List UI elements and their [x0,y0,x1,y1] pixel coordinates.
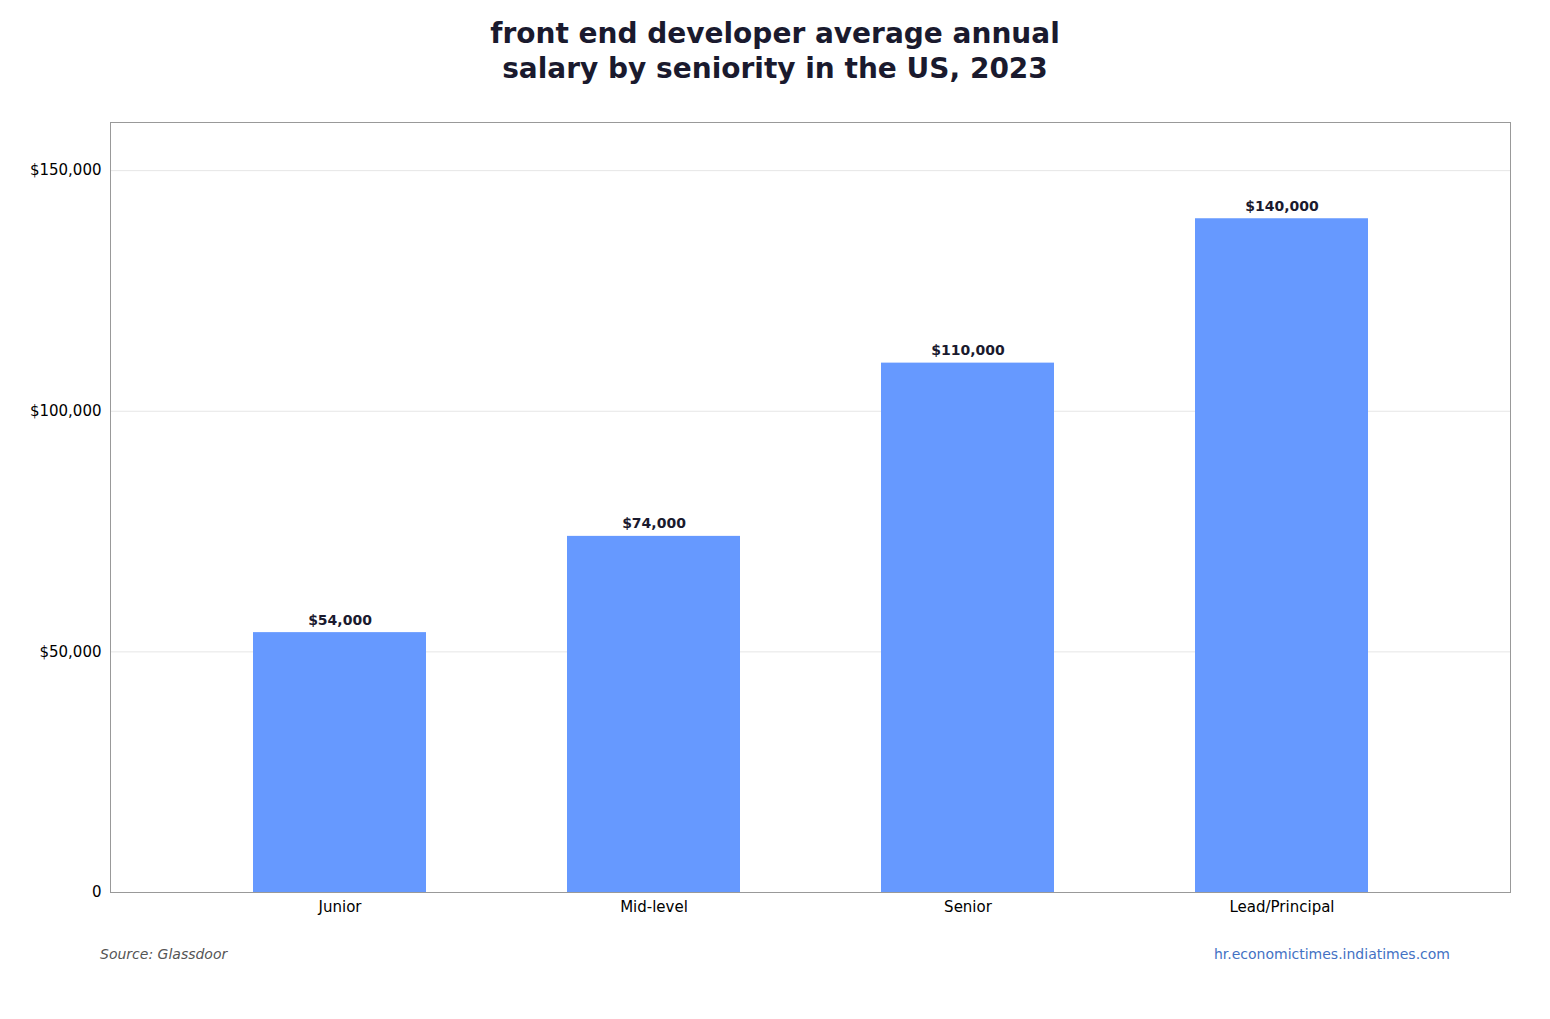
svg-text:$110,000: $110,000 [931,342,1005,358]
svg-text:$100,000: $100,000 [30,402,102,420]
svg-text:$150,000: $150,000 [30,161,102,179]
html-text:hr.economictimes.indiatimes.co: hr.economictimes.indiatimes.com [1213,946,1450,962]
svg-text:Lead/Principal: Lead/Principal [1229,898,1334,916]
svg-text:Junior: Junior [318,898,363,916]
svg-text:0: 0 [92,883,102,901]
svg-text:$54,000: $54,000 [308,612,372,628]
html-text:front end developer average an: front end developer average annual salar… [490,17,1060,85]
svg-text:$50,000: $50,000 [39,643,101,661]
html-text:Source: Glassdoor: Source: Glassdoor [100,946,228,962]
svg-text:Senior: Senior [944,898,993,916]
svg-text:Mid-level: Mid-level [620,898,688,916]
svg-text:$140,000: $140,000 [1245,198,1319,214]
svg-text:$74,000: $74,000 [622,515,686,531]
